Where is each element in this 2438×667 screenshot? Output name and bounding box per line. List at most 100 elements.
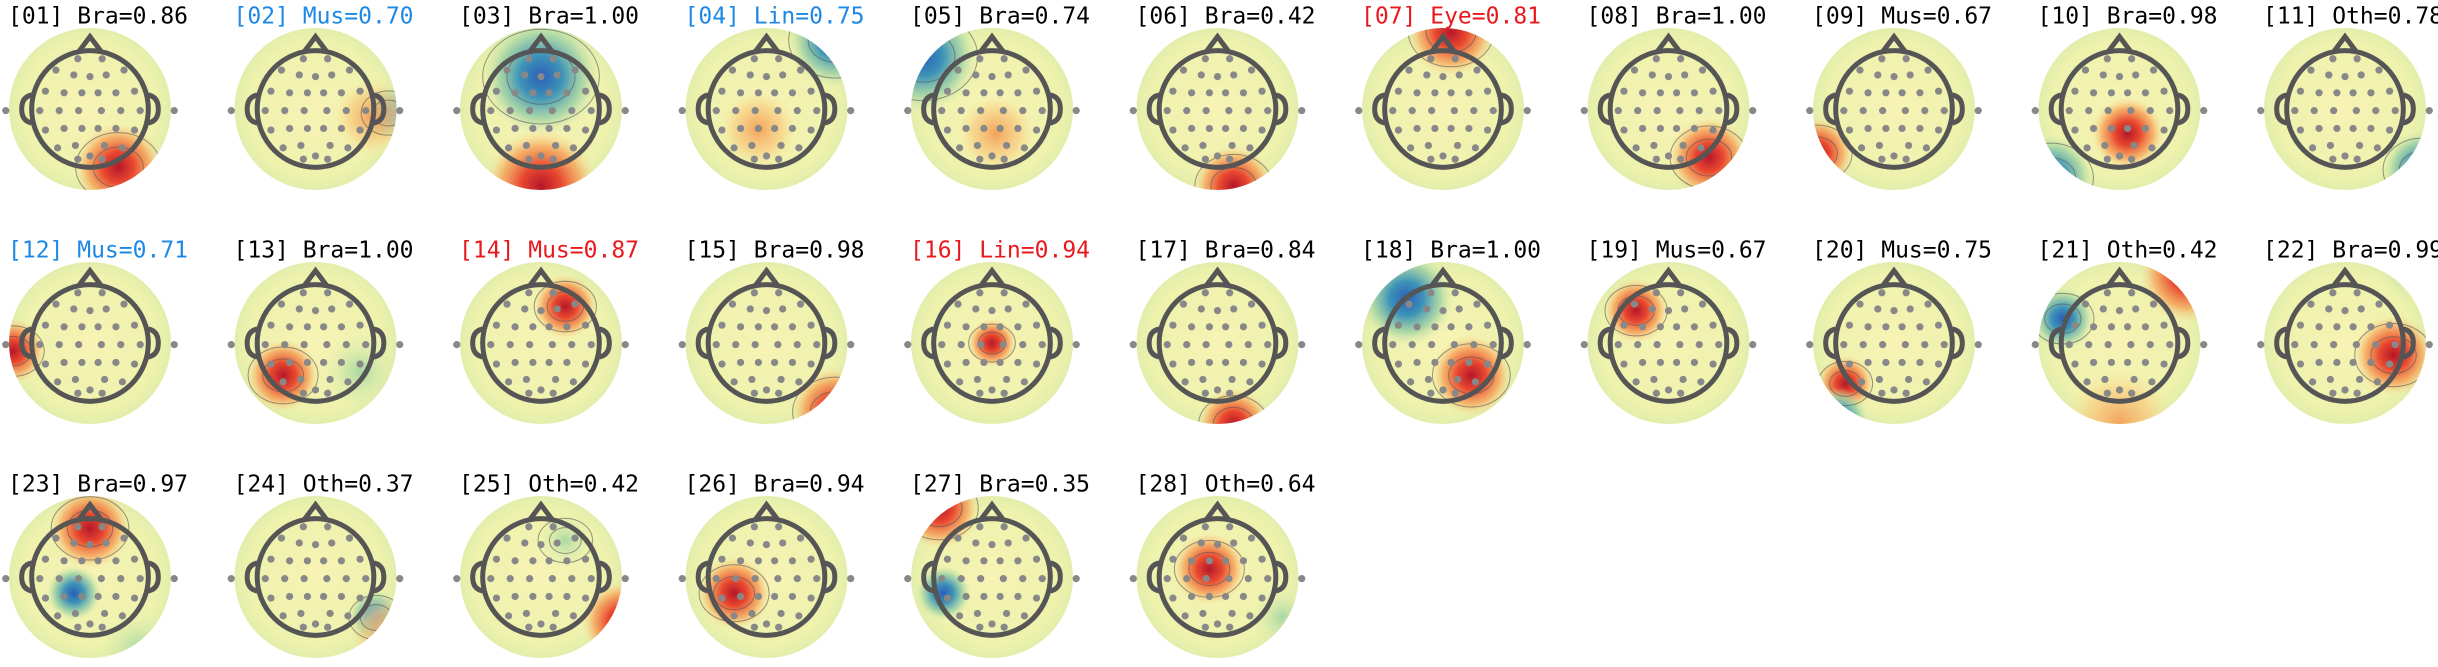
electrode <box>571 534 579 542</box>
electrode <box>1858 144 1866 152</box>
electrode <box>762 386 771 394</box>
electrode <box>750 523 758 531</box>
electrode <box>1709 321 1717 329</box>
electrode <box>750 55 758 63</box>
electrode <box>1648 305 1656 313</box>
electrode <box>2127 341 2135 349</box>
electrode <box>1201 155 1209 163</box>
ear-right <box>2402 92 2416 126</box>
component-label: [23] Bra=0.97 <box>8 472 188 498</box>
electrode <box>2148 144 2156 152</box>
electrode <box>712 341 720 349</box>
electrode <box>1355 341 1363 349</box>
electrode <box>311 152 320 160</box>
electrode <box>261 341 269 349</box>
electrode <box>1690 323 1699 331</box>
nose <box>752 500 781 523</box>
electrode <box>1014 592 1022 601</box>
electrode <box>1806 341 1814 349</box>
electrode <box>487 107 495 115</box>
electrode <box>1904 141 1913 150</box>
ear-left <box>921 326 935 360</box>
contour <box>2038 157 2077 190</box>
electrode <box>267 594 275 602</box>
electrode <box>277 66 286 74</box>
electrode <box>2315 358 2323 367</box>
electrode <box>2081 66 2090 74</box>
ear-right <box>598 560 612 594</box>
nose <box>76 32 104 55</box>
electrode <box>1247 534 1256 542</box>
electrode <box>1890 307 1898 315</box>
electrode <box>102 305 110 313</box>
electrode <box>1845 360 1854 368</box>
electrode <box>1032 321 1041 329</box>
electrode <box>1934 126 1943 134</box>
electrode <box>2385 126 2394 134</box>
electrode <box>78 323 86 331</box>
nose <box>2105 32 2134 55</box>
electrode <box>571 300 579 308</box>
electrode <box>545 592 553 601</box>
electrode <box>362 575 370 583</box>
electrode <box>1638 323 1647 331</box>
electrode <box>1258 360 1266 368</box>
electrode <box>1858 378 1866 386</box>
electrode <box>943 594 952 602</box>
electrode <box>1879 107 1887 115</box>
electrode <box>526 107 534 115</box>
electrode <box>1032 126 1041 134</box>
ear-right <box>824 326 838 360</box>
electrode <box>529 358 537 367</box>
map-field <box>790 367 848 424</box>
electrode <box>1213 73 1222 81</box>
electrode <box>1451 55 1459 63</box>
component-label: [22] Bra=0.99 <box>2263 238 2438 264</box>
electrode <box>980 592 988 601</box>
component-label: [21] Oth=0.42 <box>2038 238 2218 264</box>
electrode <box>303 89 311 97</box>
ear-right <box>598 92 612 126</box>
electrode <box>1199 375 1207 384</box>
head-outline <box>931 282 1053 404</box>
ear-right <box>373 326 387 360</box>
electrode <box>529 89 537 97</box>
contour <box>533 280 597 333</box>
component-label: [13] Bra=1.00 <box>234 238 414 264</box>
nose <box>1429 32 1457 55</box>
electrode <box>525 55 533 63</box>
electrode <box>1638 124 1647 133</box>
electrode <box>796 66 805 74</box>
electrode <box>813 575 821 583</box>
electrode <box>587 575 595 583</box>
electrode <box>117 575 125 583</box>
head-outline <box>1833 48 1955 170</box>
electrode <box>718 360 726 368</box>
electrode <box>261 107 269 115</box>
electrode <box>746 539 754 547</box>
contour <box>2398 150 2426 189</box>
electrode <box>712 107 720 115</box>
electrode <box>112 124 120 133</box>
electrode <box>750 155 758 163</box>
nose <box>1203 500 1232 523</box>
electrode <box>74 523 82 531</box>
electrode <box>320 358 328 367</box>
electrode <box>356 594 364 602</box>
electrode <box>2071 321 2079 329</box>
electrode <box>525 155 533 163</box>
electrode <box>904 341 912 349</box>
electrode <box>1072 575 1080 583</box>
electrode <box>97 107 105 115</box>
topomap <box>1580 262 1757 424</box>
electrode <box>2132 305 2140 313</box>
electrode <box>337 124 346 133</box>
electrode <box>356 126 364 134</box>
electrode <box>1620 321 1628 329</box>
electrode <box>344 378 352 386</box>
electrode <box>1465 89 1473 97</box>
electrode <box>36 107 44 115</box>
head-outline <box>705 48 828 170</box>
electrode <box>1653 341 1661 349</box>
electrode <box>2326 141 2335 150</box>
